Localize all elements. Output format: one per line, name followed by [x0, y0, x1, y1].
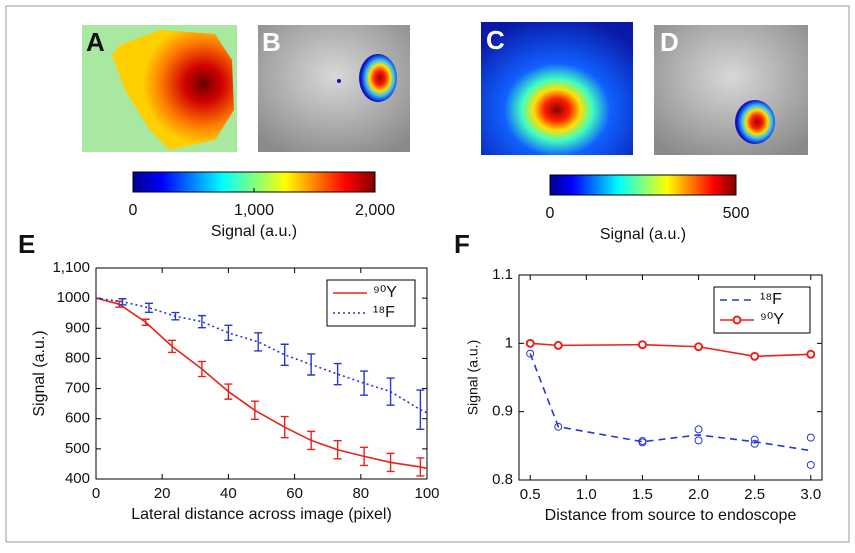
error-bar: [250, 400, 259, 421]
y-axis-label: Signal (a.u.): [465, 340, 481, 415]
axis-label: Signal (a.u.): [211, 223, 297, 240]
marker: [525, 338, 535, 348]
x-axis-label: Distance from source to endoscope: [545, 507, 797, 524]
legend-label: ⁹⁰Y: [760, 311, 784, 328]
legend-label: ¹⁸F: [760, 291, 782, 308]
point: [750, 435, 759, 444]
error-bar: [144, 302, 153, 314]
point: [750, 439, 759, 448]
x-tick-label: 20: [154, 485, 171, 502]
error-bar: [224, 383, 233, 400]
x-tick-label: 40: [220, 485, 237, 502]
x-tick-label: 500: [723, 205, 750, 222]
panel-letter: A: [86, 27, 105, 57]
error-bar: [197, 314, 206, 329]
error-bar: [333, 362, 342, 386]
x-tick-label: 0: [546, 205, 555, 222]
panel-letter: E: [18, 229, 35, 259]
error-bar: [197, 360, 206, 378]
point: [694, 425, 703, 434]
panel-letter: C: [486, 25, 505, 55]
point: [694, 436, 703, 445]
point: [526, 349, 535, 358]
y-tick-label: 900: [65, 319, 90, 336]
point: [638, 437, 647, 446]
error-bar: [360, 370, 369, 396]
y-axis-label: Signal (a.u.): [31, 330, 48, 416]
point: [806, 433, 815, 442]
x-axis-label: Lateral distance across image (pixel): [131, 506, 392, 523]
series-line: [529, 353, 811, 452]
y-tick-label: 1: [505, 334, 513, 351]
legend: [713, 286, 811, 334]
x-tick-label: 2.5: [744, 486, 765, 503]
panel-letter: B: [262, 27, 281, 57]
x-tick-label: 1,000: [234, 202, 274, 219]
error-bar: [171, 311, 180, 321]
image-d: [654, 25, 808, 155]
error-bar: [307, 353, 316, 376]
axis-label: Signal (a.u.): [600, 226, 686, 243]
x-tick-label: 80: [352, 485, 369, 502]
y-tick-label: 700: [65, 380, 90, 397]
series-line: [95, 297, 428, 414]
image-a: [82, 25, 237, 152]
marker: [637, 340, 647, 350]
error-bar: [141, 318, 150, 326]
marker: [750, 351, 760, 361]
y-tick-label: 1000: [57, 289, 90, 306]
legend-marker: [732, 315, 742, 325]
legend: [326, 279, 416, 327]
error-bar: [118, 298, 127, 306]
error-bar: [280, 415, 289, 439]
x-tick-label: 0: [129, 202, 138, 219]
legend-label: ⁹⁰Y: [373, 284, 397, 301]
y-tick-label: 400: [65, 470, 90, 487]
error-bar: [254, 332, 263, 352]
image-b: [258, 25, 410, 152]
x-tick-label: 2.0: [688, 486, 709, 503]
x-tick-label: 100: [414, 485, 439, 502]
y-tick-label: 800: [65, 349, 90, 366]
x-tick-label: 1.0: [576, 486, 597, 503]
x-tick-label: 1.5: [632, 486, 653, 503]
x-tick-label: 60: [286, 485, 303, 502]
y-tick-label: 1.1: [492, 266, 513, 283]
point: [554, 422, 563, 431]
x-tick-label: 3.0: [800, 486, 821, 503]
marker: [553, 340, 563, 350]
marker: [694, 342, 704, 352]
error-bar: [416, 389, 425, 430]
legend-label: ¹⁸F: [373, 304, 395, 321]
image-c: [481, 22, 633, 155]
error-bar: [280, 343, 289, 367]
error-bar: [168, 339, 177, 354]
y-tick-label: 0.9: [492, 403, 513, 420]
error-bar: [386, 452, 395, 473]
panel-letter: D: [660, 27, 679, 57]
error-bar: [307, 430, 316, 451]
error-bar: [360, 446, 369, 467]
x-tick-label: 2,000: [355, 202, 395, 219]
error-bar: [386, 377, 395, 406]
error-bar: [224, 324, 233, 342]
colorbar: [549, 174, 737, 196]
y-tick-label: 1,100: [52, 259, 90, 276]
frame: [5, 5, 850, 543]
y-tick-label: 500: [65, 440, 90, 457]
marker: [806, 349, 816, 359]
series-line: [95, 297, 428, 470]
point: [806, 460, 815, 469]
error-bar: [416, 457, 425, 477]
x-tick-label: 0: [92, 485, 100, 502]
y-tick-label: 0.8: [492, 471, 513, 488]
x-tick-label: 0.5: [520, 486, 541, 503]
error-bar: [333, 440, 342, 460]
panel-letter: F: [454, 229, 470, 259]
y-tick-label: 600: [65, 410, 90, 427]
series-line: [530, 342, 811, 358]
